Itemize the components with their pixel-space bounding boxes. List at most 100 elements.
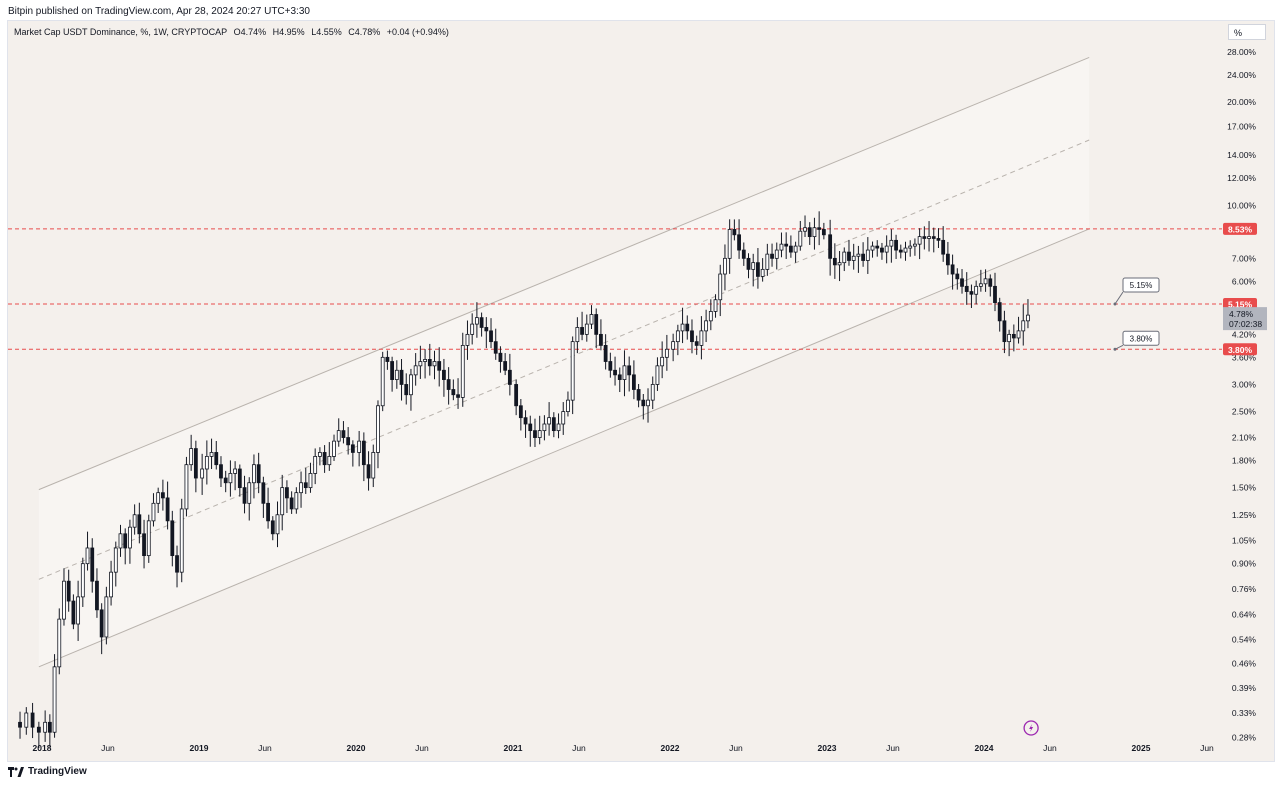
tradingview-logo-icon — [8, 766, 24, 777]
candle-body — [90, 547, 95, 582]
candle — [746, 253, 751, 279]
candle-body — [223, 477, 228, 484]
candle-body — [62, 580, 66, 620]
candle — [727, 219, 732, 274]
candle — [66, 569, 71, 612]
candle-body — [636, 389, 641, 401]
time-axis-tick: Jun — [258, 743, 272, 753]
candle — [470, 313, 475, 345]
channel-lower-line — [38, 228, 1090, 668]
candle-body — [575, 327, 580, 343]
candle — [357, 430, 362, 467]
time-axis-tick: Jun — [729, 743, 743, 753]
scale-toggle-button[interactable]: % — [1228, 24, 1266, 40]
candle — [36, 721, 41, 748]
candle — [983, 269, 988, 292]
candle — [427, 343, 432, 376]
candle — [493, 328, 498, 360]
candle-body — [685, 323, 690, 332]
candle — [385, 350, 390, 370]
time-axis-tick: Jun — [886, 743, 900, 753]
candle-body — [237, 468, 242, 489]
candle-body — [646, 399, 650, 407]
candle-body — [66, 580, 71, 602]
candle-body — [446, 379, 451, 390]
candle-body — [894, 239, 898, 251]
candle — [193, 440, 198, 493]
time-axis-tick: Jun — [1200, 743, 1214, 753]
price-axis-tick: 24.00% — [1227, 70, 1256, 80]
candle — [950, 254, 955, 290]
candle — [95, 568, 99, 618]
candle — [889, 229, 894, 263]
price-axis-tick: 7.00% — [1232, 253, 1257, 263]
price-level-tag-text: 3.80% — [1228, 345, 1253, 355]
candle — [280, 474, 285, 531]
candle — [741, 242, 746, 266]
price-level-tag: 3.80% — [1223, 343, 1257, 356]
candle — [960, 269, 964, 294]
candle — [936, 228, 941, 248]
candle — [547, 402, 552, 436]
candle — [252, 454, 256, 499]
candle — [660, 341, 665, 379]
price-level-tag-text: 5.15% — [1228, 300, 1253, 310]
candle — [817, 211, 822, 246]
candle — [842, 247, 847, 272]
time-axis-tick: Jun — [1043, 743, 1057, 753]
candle — [584, 314, 589, 342]
candle — [556, 413, 561, 439]
candle — [484, 317, 489, 349]
candle-body — [498, 352, 503, 362]
callout-pointer — [1114, 291, 1124, 305]
candle-body — [718, 273, 723, 301]
price-axis-tick: 1.25% — [1232, 510, 1257, 520]
candle-body — [1026, 314, 1030, 322]
candle — [765, 243, 770, 276]
candle — [394, 360, 399, 389]
candle — [261, 476, 266, 518]
candle-body — [650, 384, 655, 401]
price-level-tag-bg — [1223, 298, 1257, 311]
candle-body — [118, 533, 123, 549]
candle — [779, 232, 784, 258]
candle — [350, 440, 355, 467]
countdown-text: 07:02:38 — [1229, 319, 1262, 329]
candle — [784, 232, 789, 259]
candle — [922, 226, 927, 250]
candle-body — [613, 369, 617, 376]
candle — [646, 388, 650, 423]
callout-anchor-icon — [1113, 302, 1117, 306]
candle-body — [675, 330, 680, 343]
candle — [423, 349, 427, 379]
candle — [465, 320, 470, 360]
candle — [723, 244, 727, 291]
candle-body — [132, 514, 137, 528]
candle — [30, 702, 35, 739]
candle — [1026, 299, 1030, 329]
price-axis-tick: 0.64% — [1232, 609, 1257, 619]
candle — [404, 373, 409, 405]
candle-body — [24, 712, 29, 728]
price-level-tag-bg — [1223, 343, 1257, 356]
channel-upper-line — [38, 56, 1090, 491]
candle-body — [394, 369, 399, 380]
candle-body — [184, 464, 189, 510]
candle — [299, 471, 303, 508]
candle — [718, 264, 723, 317]
candle-body — [779, 243, 784, 251]
candle — [266, 487, 270, 529]
candle — [851, 243, 856, 270]
candle-body — [327, 456, 332, 466]
candle-body — [641, 399, 646, 407]
candle — [622, 350, 627, 397]
candle-body — [631, 374, 636, 390]
candle-body — [760, 268, 765, 277]
candle-body — [570, 341, 575, 401]
time-axis-tick: 2021 — [504, 743, 523, 753]
candle-body — [551, 417, 556, 432]
candle — [631, 360, 636, 400]
candle-body — [399, 369, 404, 385]
candle — [699, 316, 704, 360]
